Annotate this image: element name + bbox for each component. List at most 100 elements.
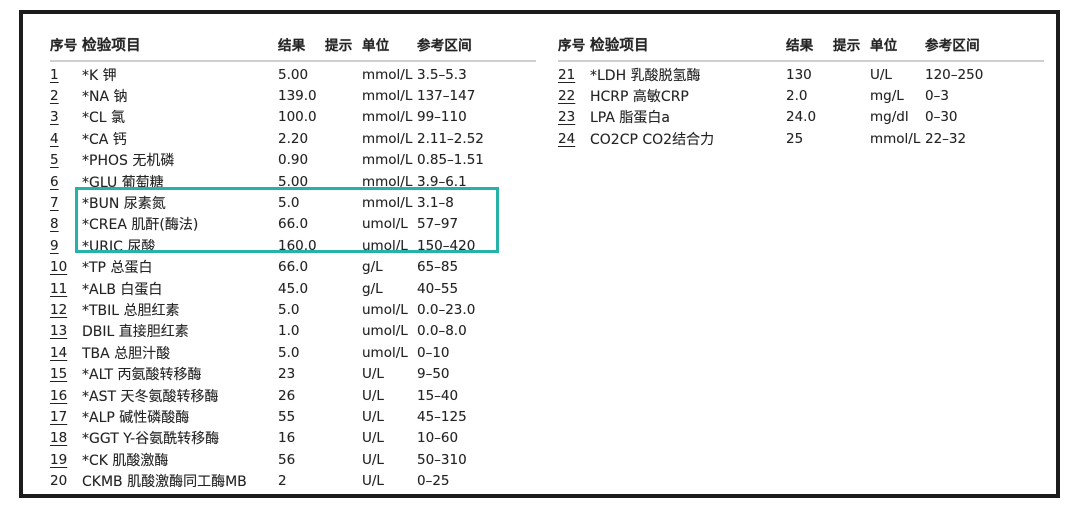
test-name: *ALT 丙氨酸转移酶 <box>82 367 202 384</box>
table-row: 24 CO2CP CO2结合力 25 mmol/L 22–32 <box>558 128 1044 149</box>
reference-range: 57–97 <box>417 216 459 233</box>
reference-range: 99–110 <box>417 109 467 126</box>
table-row: 16 *AST 天冬氨酸转移酶 26 U/L 15–40 <box>50 385 536 406</box>
row-number: 22 <box>558 88 576 105</box>
table-header-left: 序号 检验项目 结果 提示 单位 参考区间 <box>50 32 536 56</box>
reference-range: 40–55 <box>417 280 459 297</box>
result-value: 2.20 <box>278 130 309 147</box>
result-value: 16 <box>278 430 296 447</box>
table-row: 20 CKMB 肌酸激酶同工酶MB 2 U/L 0–25 <box>50 470 536 491</box>
result-value: 5.00 <box>278 173 309 190</box>
unit-value: mmol/L <box>362 88 413 105</box>
test-name: *LDH 乳酸脱氢酶 <box>590 67 701 84</box>
table-row: 17 *ALP 碱性磷酸酶 55 U/L 45–125 <box>50 406 536 427</box>
unit-value: umol/L <box>362 237 408 254</box>
test-name: *K 钾 <box>82 67 117 84</box>
row-number: 17 <box>50 408 68 425</box>
result-value: 26 <box>278 387 296 404</box>
test-name: HCRP 高敏CRP <box>590 89 689 106</box>
unit-value: mmol/L <box>362 195 413 212</box>
row-number: 3 <box>50 109 59 126</box>
reference-range: 150–420 <box>417 237 476 254</box>
col-header-item: 检验项目 <box>82 37 141 54</box>
test-name: *PHOS 无机磷 <box>82 153 175 170</box>
result-value: 1.0 <box>278 323 300 340</box>
table-row: 6 *GLU 葡萄糖 5.00 mmol/L 3.9–6.1 <box>50 171 536 192</box>
unit-value: mg/dl <box>870 109 909 126</box>
table-row: 12 *TBIL 总胆红素 5.0 umol/L 0.0–23.0 <box>50 299 536 320</box>
result-value: 139.0 <box>278 88 317 105</box>
table-row: 22 HCRP 高敏CRP 2.0 mg/L 0–3 <box>558 85 1044 106</box>
result-value: 45.0 <box>278 280 309 297</box>
row-number: 2 <box>50 88 59 105</box>
col-header-unit: 单位 <box>870 38 898 54</box>
test-name: LPA 脂蛋白a <box>590 110 670 127</box>
table-row: 3 *CL 氯 100.0 mmol/L 99–110 <box>50 107 536 128</box>
unit-value: U/L <box>362 366 384 383</box>
table-row: 2 *NA 钠 139.0 mmol/L 137–147 <box>50 85 536 106</box>
unit-value: mmol/L <box>870 130 921 147</box>
unit-value: U/L <box>362 408 384 425</box>
row-number: 19 <box>50 451 68 468</box>
unit-value: g/L <box>362 259 383 276</box>
table-row: 1 *K 钾 5.00 mmol/L 3.5–5.3 <box>50 64 536 85</box>
table-row: 11 *ALB 白蛋白 45.0 g/L 40–55 <box>50 278 536 299</box>
row-number: 23 <box>558 109 576 126</box>
row-number: 16 <box>50 387 68 404</box>
reference-range: 0.0–8.0 <box>417 323 467 340</box>
col-header-result: 结果 <box>786 38 814 54</box>
test-name: *TBIL 总胆红素 <box>82 302 180 319</box>
result-value: 23 <box>278 366 296 383</box>
test-name: *CA 钙 <box>82 131 127 148</box>
col-header-hint: 提示 <box>325 38 353 54</box>
col-header-range: 参考区间 <box>417 38 472 54</box>
table-row: 14 TBA 总胆汁酸 5.0 umol/L 0–10 <box>50 342 536 363</box>
row-number: 13 <box>50 323 68 340</box>
test-name: *URIC 尿酸 <box>82 238 156 255</box>
result-value: 5.0 <box>278 344 300 361</box>
reference-range: 3.1–8 <box>417 195 454 212</box>
results-table-right: 序号 检验项目 结果 提示 单位 参考区间 21 *LDH 乳酸脱氢酶 130 … <box>558 32 1044 150</box>
table-row: 8 *CREA 肌酐(酶法) 66.0 umol/L 57–97 <box>50 214 536 235</box>
col-header-unit: 单位 <box>362 38 390 54</box>
row-number: 24 <box>558 130 576 147</box>
table-row: 23 LPA 脂蛋白a 24.0 mg/dl 0–30 <box>558 107 1044 128</box>
table-row: 4 *CA 钙 2.20 mmol/L 2.11–2.52 <box>50 128 536 149</box>
reference-range: 45–125 <box>417 408 467 425</box>
result-value: 2.0 <box>786 88 808 105</box>
unit-value: g/L <box>362 280 383 297</box>
row-number: 15 <box>50 366 68 383</box>
reference-range: 0–25 <box>417 473 450 490</box>
test-name: DBIL 直接胆红素 <box>82 324 189 341</box>
col-header-no: 序号 <box>558 38 586 54</box>
reference-range: 2.11–2.52 <box>417 130 484 147</box>
unit-value: umol/L <box>362 323 408 340</box>
row-number: 4 <box>50 130 59 147</box>
result-value: 2 <box>278 473 287 490</box>
unit-value: mmol/L <box>362 173 413 190</box>
reference-range: 3.9–6.1 <box>417 173 467 190</box>
col-header-hint: 提示 <box>833 38 861 54</box>
table-row: 5 *PHOS 无机磷 0.90 mmol/L 0.85–1.51 <box>50 150 536 171</box>
unit-value: umol/L <box>362 216 408 233</box>
result-value: 25 <box>786 130 804 147</box>
row-number: 12 <box>50 301 68 318</box>
reference-range: 50–310 <box>417 451 467 468</box>
result-value: 5.0 <box>278 301 300 318</box>
row-number: 18 <box>50 430 68 447</box>
col-header-no: 序号 <box>50 38 78 54</box>
header-divider <box>558 60 1044 62</box>
reference-range: 65–85 <box>417 259 459 276</box>
table-row: 19 *CK 肌酸激酶 56 U/L 50–310 <box>50 449 536 470</box>
row-number: 10 <box>50 259 68 276</box>
table-row: 18 *GGT Y-谷氨酰转移酶 16 U/L 10–60 <box>50 428 536 449</box>
row-number: 11 <box>50 280 68 297</box>
test-name: CO2CP CO2结合力 <box>590 131 715 148</box>
test-name: *AST 天冬氨酸转移酶 <box>82 388 219 405</box>
row-number: 8 <box>50 216 59 233</box>
result-value: 100.0 <box>278 109 317 126</box>
table-row: 10 *TP 总蛋白 66.0 g/L 65–85 <box>50 257 536 278</box>
col-header-item: 检验项目 <box>590 37 649 54</box>
test-name: *BUN 尿素氮 <box>82 196 166 213</box>
reference-range: 9–50 <box>417 366 450 383</box>
